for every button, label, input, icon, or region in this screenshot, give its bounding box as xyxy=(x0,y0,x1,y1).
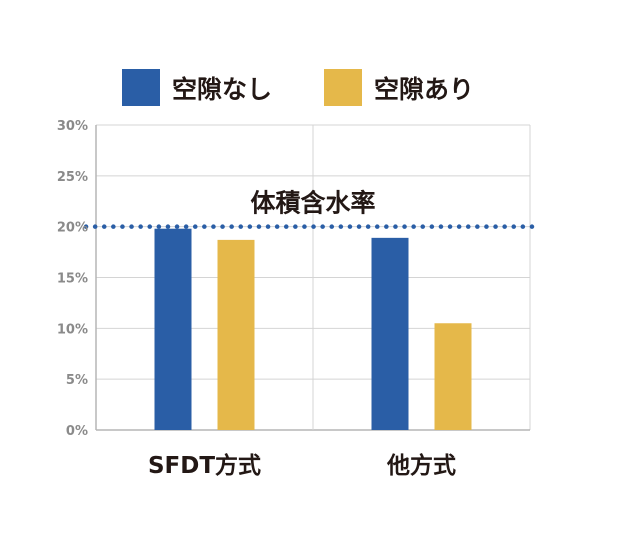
x-axis-categories: SFDT方式 他方式 xyxy=(148,452,456,479)
bar-1-1 xyxy=(434,323,472,430)
reference-line-label: 体積含水率 xyxy=(250,189,375,218)
category-label-1: 他方式 xyxy=(386,452,456,479)
y-tick-label-1: 5% xyxy=(66,373,88,388)
bars xyxy=(154,228,472,430)
y-tick-label-4: 20% xyxy=(57,221,88,236)
y-tick-label-5: 25% xyxy=(57,170,88,185)
category-label-0: SFDT方式 xyxy=(148,452,261,479)
y-tick-label-0: 0% xyxy=(66,424,88,439)
bar-0-0 xyxy=(154,228,192,430)
legend-label-1: 空隙あり xyxy=(374,75,474,104)
reference-line-group: 体積含水率 xyxy=(83,189,541,229)
bar-0-1 xyxy=(217,239,255,430)
legend-label-0: 空隙なし xyxy=(172,75,272,104)
y-tick-label-3: 15% xyxy=(57,272,88,287)
bar-1-0 xyxy=(371,237,409,430)
y-axis-ticks: 0% 5% 10% 15% 20% 25% 30% xyxy=(57,119,88,439)
legend: 空隙なし 空隙あり xyxy=(122,69,474,106)
y-tick-label-2: 10% xyxy=(57,322,88,337)
y-tick-label-6: 30% xyxy=(57,119,88,134)
legend-swatch-1 xyxy=(324,69,362,106)
legend-swatch-0 xyxy=(122,69,160,106)
